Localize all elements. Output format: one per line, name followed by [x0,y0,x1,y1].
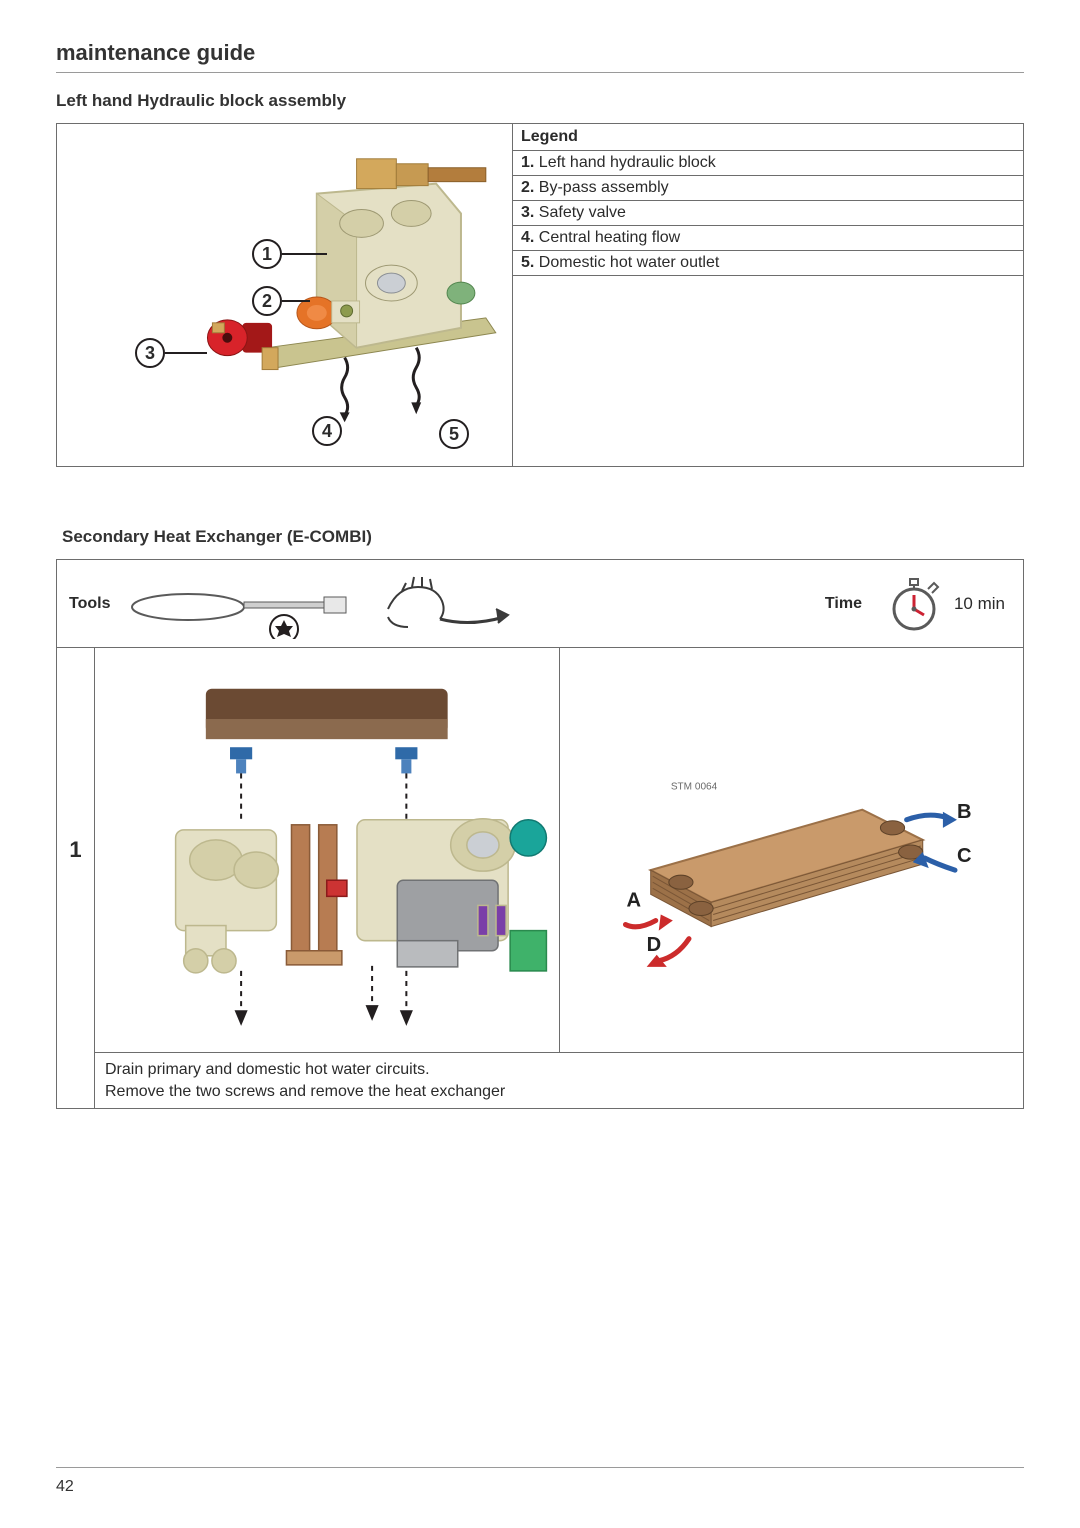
clock-icon [888,575,940,633]
step-right-svg: STM 0064 [560,648,1024,1052]
legend-num: 4. [521,229,534,246]
page-number: 42 [56,1478,74,1496]
legend-item: 5. Domestic hot water outlet [512,251,1023,276]
time-value: 10 min [954,594,1005,614]
step-right-diagram: STM 0064 [560,648,1024,1052]
section2-title: Secondary Heat Exchanger (E-COMBI) [62,527,1024,547]
callout-1-lead [282,253,327,255]
callout-4: 4 [312,416,342,446]
part-label: STM 0064 [670,782,717,793]
step-number: 1 [57,648,95,1052]
svg-text:C: C [956,845,971,867]
legend-panel: Legend 1. Left hand hydraulic block 2. B… [512,124,1023,466]
callout-5: 5 [439,419,469,449]
step-left-diagram [95,648,560,1052]
tools-label: Tools [57,560,122,647]
tools-row: Tools [57,560,1023,648]
legend-text: By-pass assembly [539,179,669,196]
section1-title: Left hand Hydraulic block assembly [56,91,1024,111]
legend-fill [512,276,1023,466]
svg-text:A: A [626,889,641,911]
legend-header: Legend [512,124,1023,151]
callout-1: 1 [252,239,282,269]
hydraulic-block-svg [57,124,512,466]
time-label: Time [813,595,874,613]
callout-3: 3 [135,338,165,368]
legend-item: 4. Central heating flow [512,226,1023,251]
legend-item: 2. By-pass assembly [512,176,1023,201]
step-caption-row: Drain primary and domestic hot water cir… [57,1052,1023,1108]
callout-3-lead [165,352,207,354]
svg-text:B: B [956,801,971,823]
legend-item: 1. Left hand hydraulic block [512,151,1023,176]
svg-text:D: D [646,934,661,956]
legend-text: Domestic hot water outlet [539,254,720,271]
legend-text: Left hand hydraulic block [539,154,716,171]
legend-num: 2. [521,179,534,196]
legend-text: Central heating flow [539,229,680,246]
legend-num: 1. [521,154,534,171]
step-row: 1 [57,648,1023,1052]
callout-2-lead [282,300,310,302]
legend-num: 3. [521,204,534,221]
callout-2: 2 [252,286,282,316]
page-title: maintenance guide [56,40,1024,73]
footer-rule [56,1467,1024,1468]
section1-figure-block: 1 2 3 4 5 Legend 1. Left hand hydraulic … [56,123,1024,467]
legend-item: 3. Safety valve [512,201,1023,226]
step-left-svg [95,648,559,1052]
step-caption-line1: Drain primary and domestic hot water cir… [105,1059,1013,1081]
legend-text: Safety valve [539,204,626,221]
tools-icons [122,560,794,647]
time-cell: Time 10 min [795,560,1023,647]
screwdriver-icon [128,569,358,639]
hand-pull-icon [368,569,528,639]
section2-block: Tools [56,559,1024,1109]
step-caption-line2: Remove the two screws and remove the hea… [105,1081,1013,1103]
legend-num: 5. [521,254,534,271]
hydraulic-block-diagram: 1 2 3 4 5 [57,124,512,466]
